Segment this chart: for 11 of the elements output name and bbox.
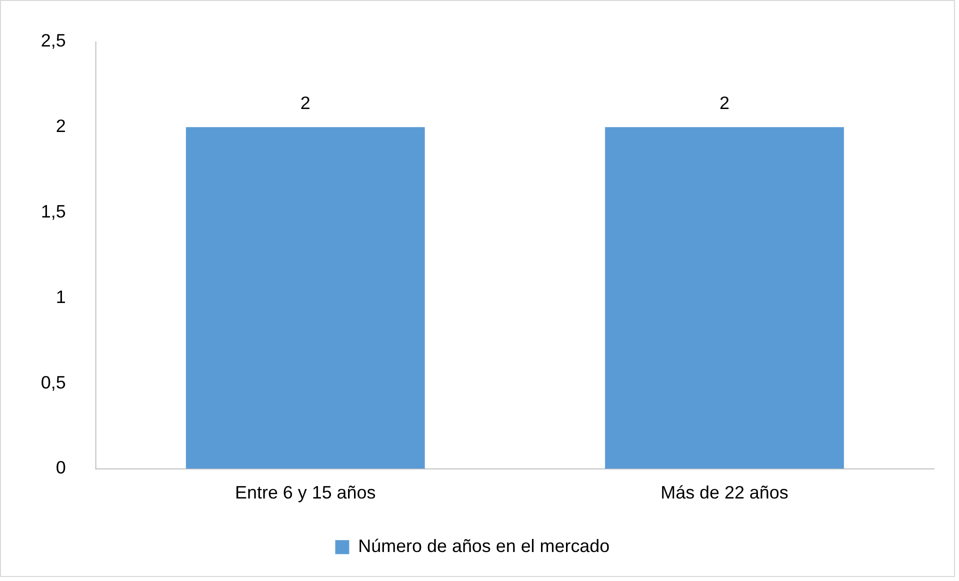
y-tick-label: 0,5 bbox=[40, 372, 66, 392]
y-tick-label: 1 bbox=[56, 286, 66, 307]
y-tick-label: 1,5 bbox=[40, 201, 66, 222]
legend-label: Número de años en el mercado bbox=[358, 536, 610, 556]
y-tick-label: 2 bbox=[56, 116, 66, 136]
x-tick-label: Entre 6 y 15 años bbox=[235, 482, 376, 502]
x-tick-label: Más de 22 años bbox=[660, 482, 788, 502]
data-label: 2 bbox=[300, 93, 310, 114]
y-tick-label: 0 bbox=[56, 458, 66, 478]
data-label: 2 bbox=[719, 93, 730, 114]
y-tick-label: 2,5 bbox=[40, 30, 66, 51]
